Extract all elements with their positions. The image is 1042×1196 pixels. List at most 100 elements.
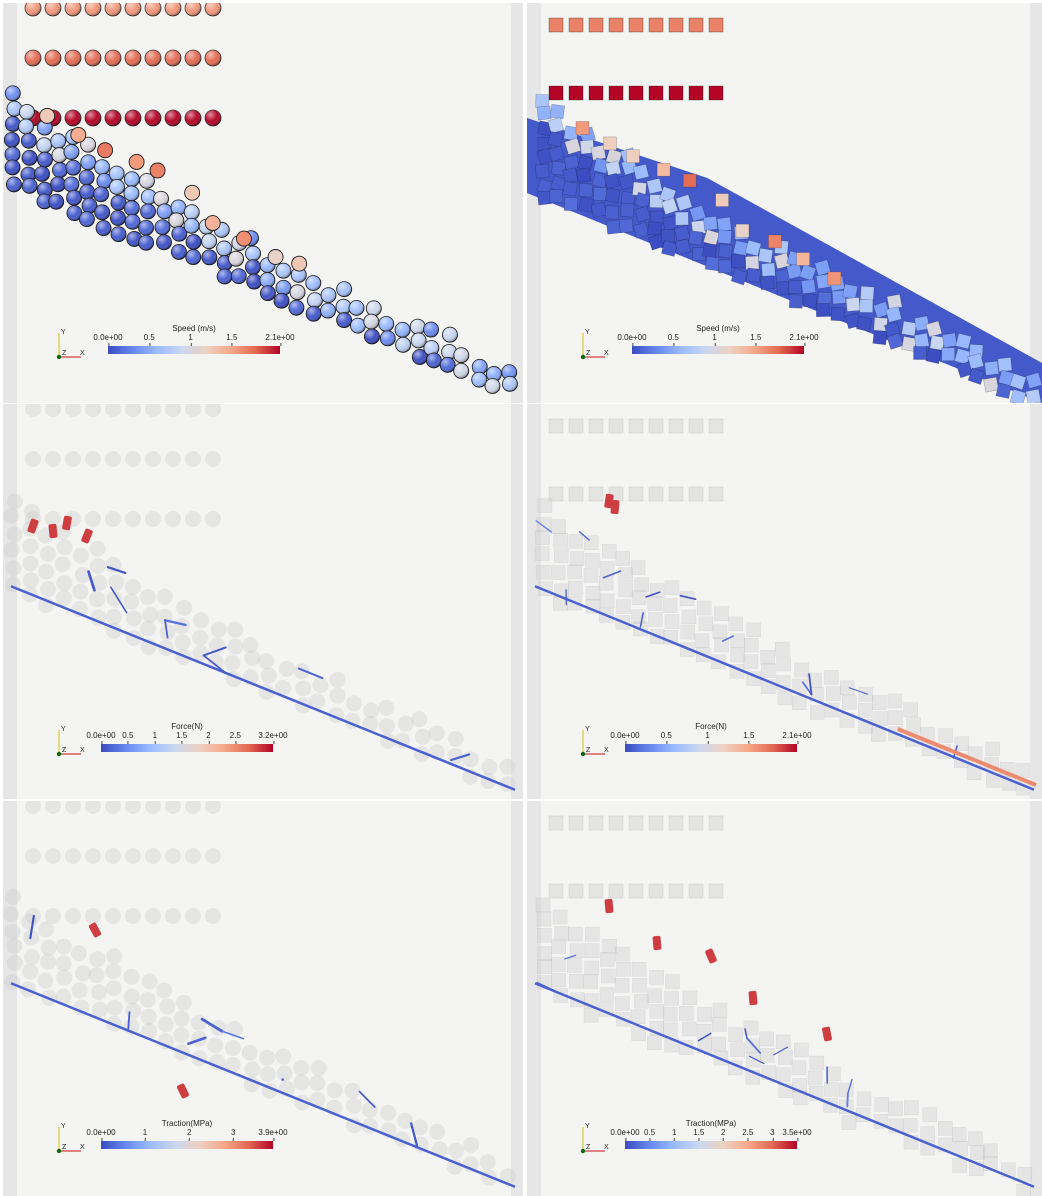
particle bbox=[662, 598, 678, 614]
particle bbox=[363, 702, 380, 719]
colorbar-ticks: 0.0e+00 0.5 1 1.5 2.1e+00 bbox=[93, 333, 295, 346]
particle-scene bbox=[3, 3, 523, 403]
particle bbox=[309, 1074, 326, 1091]
particle bbox=[662, 1006, 678, 1022]
axis-label-x: X bbox=[604, 747, 609, 754]
particle bbox=[125, 511, 141, 527]
particle bbox=[628, 418, 644, 434]
particle bbox=[632, 977, 647, 993]
particle bbox=[688, 815, 704, 831]
particle bbox=[874, 1097, 889, 1112]
particle bbox=[185, 511, 201, 527]
particle bbox=[25, 451, 41, 467]
particle bbox=[173, 617, 190, 634]
particle bbox=[761, 262, 776, 278]
right-wall bbox=[1030, 404, 1042, 799]
contact-chain bbox=[564, 954, 577, 960]
contact-chain bbox=[450, 753, 471, 762]
particle bbox=[824, 1082, 839, 1097]
particle bbox=[259, 1049, 276, 1066]
particle bbox=[901, 335, 918, 352]
particle bbox=[378, 718, 395, 735]
right-wall bbox=[511, 801, 523, 1196]
particle bbox=[794, 1042, 809, 1058]
particle bbox=[648, 17, 664, 33]
particle bbox=[702, 215, 718, 231]
particle bbox=[712, 624, 728, 640]
particle bbox=[759, 275, 775, 291]
particle bbox=[938, 1121, 953, 1136]
particle bbox=[608, 815, 624, 831]
particle bbox=[588, 85, 604, 101]
particle bbox=[21, 913, 38, 930]
particle bbox=[664, 614, 680, 629]
particle bbox=[618, 582, 634, 598]
particle bbox=[55, 988, 72, 1005]
particle bbox=[689, 204, 707, 222]
particle bbox=[106, 948, 123, 965]
particle bbox=[345, 1097, 362, 1114]
particle bbox=[903, 1118, 918, 1133]
force-chain-network bbox=[87, 566, 471, 762]
particle bbox=[38, 563, 55, 580]
particle bbox=[568, 85, 584, 101]
particle bbox=[176, 599, 193, 616]
particle bbox=[105, 608, 122, 625]
contact-chain bbox=[897, 727, 1037, 787]
particle bbox=[708, 418, 724, 434]
high-force-contact bbox=[610, 499, 620, 515]
particle bbox=[730, 1042, 745, 1058]
particle bbox=[447, 731, 464, 748]
particle bbox=[105, 980, 122, 997]
particle bbox=[802, 293, 818, 308]
panel-speed-spheres: Y Z X Speed (m/s) 0.0e+00 0.5 1 1.5 2.1e+00 bbox=[3, 3, 523, 403]
particle bbox=[569, 943, 585, 958]
particle bbox=[628, 815, 644, 831]
orientation-axes: Y Z X bbox=[51, 722, 91, 762]
contact-chain bbox=[534, 982, 1035, 1188]
particle bbox=[73, 999, 90, 1016]
particle bbox=[603, 136, 617, 151]
particle bbox=[840, 680, 855, 696]
particle bbox=[776, 656, 791, 672]
particle bbox=[267, 249, 284, 265]
particle bbox=[562, 167, 579, 184]
particle bbox=[601, 543, 617, 559]
colorbar-tick-label: 0.5 bbox=[143, 333, 155, 346]
particle bbox=[588, 883, 604, 899]
particle bbox=[125, 801, 141, 814]
particle bbox=[124, 578, 141, 595]
particle bbox=[499, 1168, 516, 1185]
particle bbox=[824, 670, 839, 685]
contact-chain bbox=[802, 681, 813, 696]
particle bbox=[696, 600, 712, 616]
particle bbox=[89, 557, 106, 574]
particle bbox=[778, 1050, 793, 1065]
force-chain-network bbox=[536, 954, 853, 1108]
colorbar-title: Traction(MPa) bbox=[161, 1119, 213, 1128]
particle bbox=[668, 17, 684, 33]
particle bbox=[141, 973, 158, 990]
colorbar: Traction(MPa) 0.0e+00 1 2 3 3.9e+00 bbox=[86, 1119, 288, 1155]
particle bbox=[85, 848, 101, 864]
left-wall bbox=[527, 404, 541, 799]
axis-label-x: X bbox=[80, 1144, 85, 1151]
particle bbox=[309, 1091, 326, 1108]
colorbar: Force(N) 0.0e+00 0.5 1 1.5 2 2.5 3.2e+00 bbox=[86, 722, 288, 758]
particle bbox=[682, 1021, 697, 1037]
particle bbox=[661, 197, 679, 215]
particle bbox=[984, 360, 1000, 376]
particle bbox=[569, 551, 585, 566]
particle bbox=[776, 1067, 791, 1082]
particle bbox=[563, 154, 580, 171]
particle bbox=[397, 715, 414, 732]
particle bbox=[537, 946, 553, 961]
particle bbox=[536, 517, 552, 532]
axis-label-z: Z bbox=[62, 1144, 67, 1151]
contact-chain bbox=[721, 635, 734, 642]
colorbar-tick-label: 2.1e+00 bbox=[265, 333, 295, 346]
particle bbox=[40, 953, 57, 970]
particle bbox=[6, 526, 23, 543]
particle bbox=[925, 347, 942, 365]
left-wall bbox=[3, 404, 17, 799]
